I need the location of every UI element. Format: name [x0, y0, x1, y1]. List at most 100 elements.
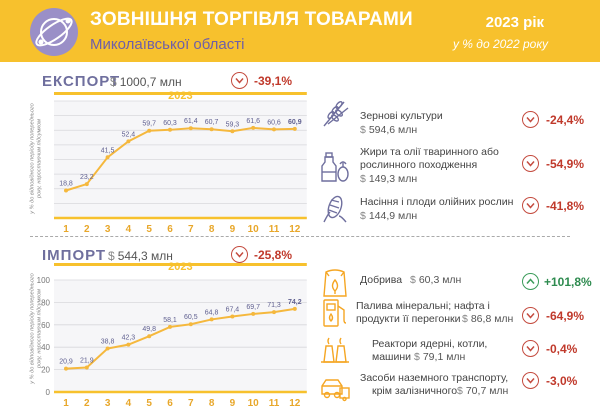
data-label: 42,3 — [122, 335, 136, 342]
data-point — [84, 182, 89, 187]
x-tick-label: 7 — [188, 398, 194, 409]
export-item-name: Жири та олії тваринного або рослинного п… — [360, 146, 499, 171]
data-point — [105, 155, 110, 160]
data-label: 59,7 — [142, 121, 156, 128]
import-label: ІМПОРТ — [42, 247, 107, 264]
export-total: $1000,7 млн — [110, 75, 182, 89]
x-tick-label: 3 — [105, 398, 111, 409]
report-year-note: у % до 2022 року — [452, 37, 548, 51]
data-label: 60,3 — [163, 120, 177, 127]
section-divider — [30, 236, 570, 237]
import-item-value: $86,8 млн — [462, 313, 514, 325]
data-point — [209, 317, 214, 322]
data-label: 23,2 — [80, 174, 94, 181]
chevron-down-icon — [522, 372, 539, 389]
data-label: 52,4 — [122, 131, 136, 138]
x-tick-label: 1 — [63, 398, 69, 409]
data-label: 60,5 — [184, 314, 198, 321]
data-label: 41,5 — [101, 147, 115, 154]
data-label: 58,1 — [163, 317, 177, 324]
data-point — [292, 126, 297, 131]
x-tick-label: 6 — [167, 224, 173, 235]
data-label: 69,7 — [246, 304, 260, 311]
import-item-change: -3,0% — [546, 374, 578, 388]
data-point — [126, 139, 131, 144]
import-item-name: Палива мінеральні; нафта і продукти її п… — [356, 300, 490, 325]
y-tick-label: 80 — [41, 298, 50, 307]
data-label: 59,3 — [226, 121, 240, 128]
data-point — [251, 125, 256, 130]
import-item-change: +101,8% — [544, 275, 592, 289]
x-tick-label: 11 — [269, 224, 280, 235]
data-point — [147, 128, 152, 133]
import-item-name: Добрива — [360, 274, 403, 286]
import-item-value: $70,7 млн — [457, 385, 509, 397]
header-banner: ЗОВНІШНЯ ТОРГІВЛЯ ТОВАРАМИ Миколаївської… — [0, 0, 600, 62]
x-tick-label: 12 — [289, 224, 301, 235]
data-point — [230, 129, 235, 134]
x-tick-label: 3 — [105, 224, 111, 235]
series-line — [65, 126, 295, 192]
x-tick-label: 8 — [209, 398, 215, 409]
data-label: 49,8 — [142, 326, 156, 333]
x-tick-label: 2 — [84, 398, 90, 409]
data-label: 60,9 — [288, 119, 302, 126]
export-item-name: Зернові культури — [360, 110, 443, 122]
data-point — [272, 310, 276, 315]
series-line — [65, 307, 295, 370]
report-year: 2023 рік — [485, 14, 544, 31]
export-item-name: Насіння і плоди олійних рослин — [360, 196, 514, 208]
data-label: 71,3 — [267, 302, 281, 309]
x-tick-label: 10 — [248, 398, 260, 409]
data-point — [168, 324, 172, 329]
export-item-value: $594,6 млн — [360, 124, 418, 136]
data-label: 60,7 — [205, 119, 219, 126]
data-label: 21,9 — [80, 357, 94, 364]
data-point — [64, 366, 68, 371]
x-tick-label: 10 — [248, 224, 260, 235]
chart-title: 2023 — [168, 90, 192, 102]
x-tick-label: 9 — [230, 224, 236, 235]
x-tick-label: 11 — [269, 398, 280, 409]
data-point — [64, 188, 68, 193]
x-tick-label: 4 — [126, 398, 132, 409]
export-item-change: -54,9% — [546, 157, 585, 171]
oil-bottle-icon — [318, 150, 352, 184]
data-label: 20,9 — [59, 359, 73, 366]
y-tick-label: 60 — [41, 321, 50, 330]
y-tick-label: 20 — [41, 366, 50, 375]
plot-background — [54, 280, 307, 392]
x-tick-label: 5 — [146, 398, 152, 409]
data-label: 61,4 — [184, 118, 198, 125]
export-item-value: $144,9 млн — [360, 210, 418, 222]
data-point — [84, 365, 89, 370]
export-total-value: 1000,7 млн — [119, 75, 182, 89]
x-tick-label: 4 — [126, 224, 132, 235]
currency-sign: $ — [110, 75, 117, 89]
data-label: 38,8 — [101, 339, 115, 346]
vehicles-icon — [318, 370, 352, 404]
chart-title: 2023 — [168, 261, 192, 273]
currency-sign: $ — [108, 249, 115, 263]
import-item-value: $60,3 млн — [410, 274, 462, 286]
import-total: $544,3 млн — [108, 249, 173, 263]
data-point — [105, 346, 110, 351]
data-point — [272, 127, 276, 132]
import-change: -25,8% — [254, 248, 293, 262]
import-item-name: Засоби наземного транспорту, крім залізн… — [360, 372, 509, 397]
x-tick-label: 1 — [63, 224, 69, 235]
data-point — [168, 127, 172, 132]
x-tick-label: 12 — [289, 398, 301, 409]
x-tick-label: 5 — [146, 224, 152, 235]
data-point — [126, 342, 131, 347]
import-item-change: -0,4% — [546, 342, 578, 356]
data-label: 74,2 — [288, 299, 302, 306]
globe-logo-icon — [30, 8, 78, 56]
data-label: 60,6 — [267, 119, 281, 126]
import-total-value: 544,3 млн — [117, 249, 173, 263]
chevron-down-icon — [522, 155, 539, 172]
import-item-value: $79,1 млн — [414, 351, 466, 363]
fuel-pump-icon — [318, 296, 352, 330]
export-chart-ylabel: у % до відповідного періоду попереднього… — [29, 103, 43, 214]
